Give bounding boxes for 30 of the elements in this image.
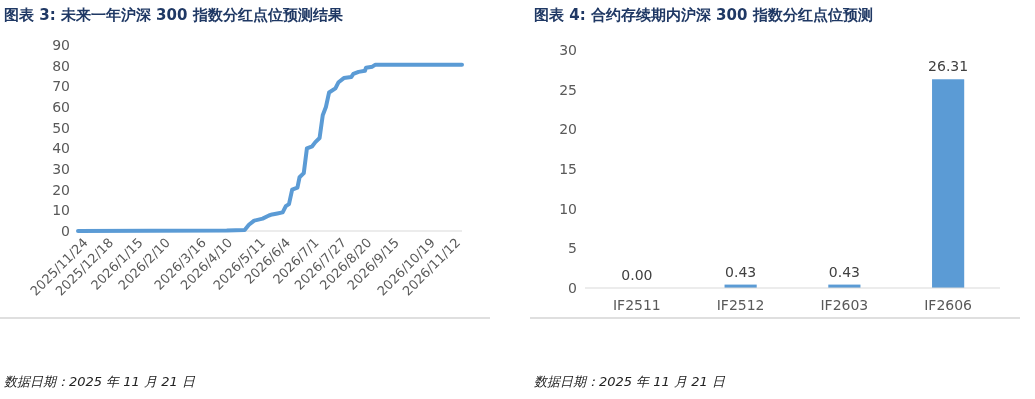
- y-tick-label: 5: [568, 240, 577, 257]
- text: 数据日期：2025 年 11 月 21 日: [534, 374, 726, 389]
- y-tick-label: 0: [568, 279, 577, 296]
- y-tick-label: 15: [559, 160, 577, 177]
- line-series: [76, 62, 464, 233]
- y-tick-label: 10: [559, 200, 577, 217]
- data-label: 0.00: [621, 267, 653, 283]
- y-tick-label: 50: [52, 119, 70, 136]
- y-tick-label: 90: [52, 36, 70, 53]
- x-tick-label: IF2511: [612, 296, 661, 313]
- x-tick-label: IF2512: [716, 296, 765, 313]
- x-tick-label: IF2603: [820, 296, 869, 313]
- data-label: 0.43: [725, 263, 757, 280]
- y-tick-label: 25: [559, 81, 577, 98]
- y-tick-label: 20: [559, 121, 577, 138]
- chart-title: 图表 3: 未来一年沪深 300 指数分红点位预测结果: [4, 6, 344, 24]
- y-tick-label: 0: [61, 222, 70, 239]
- y-tick-label: 80: [52, 57, 70, 74]
- y-tick-label: 30: [52, 160, 70, 177]
- y-tick-label: 40: [52, 140, 70, 157]
- data-label: 26.31: [928, 58, 969, 75]
- chart-title: 图表 4: 合约存续期内沪深 300 指数分红点位预测: [534, 6, 873, 24]
- y-tick-label: 10: [52, 202, 70, 219]
- x-tick-label: IF2606: [924, 296, 973, 313]
- y-tick-label: 30: [559, 41, 577, 58]
- y-tick-label: 20: [52, 181, 70, 198]
- y-tick-label: 60: [52, 98, 70, 115]
- text: 数据日期：2025 年 11 月 21 日: [4, 374, 196, 389]
- y-tick-label: 70: [52, 78, 70, 95]
- data-label: 0.43: [828, 263, 860, 280]
